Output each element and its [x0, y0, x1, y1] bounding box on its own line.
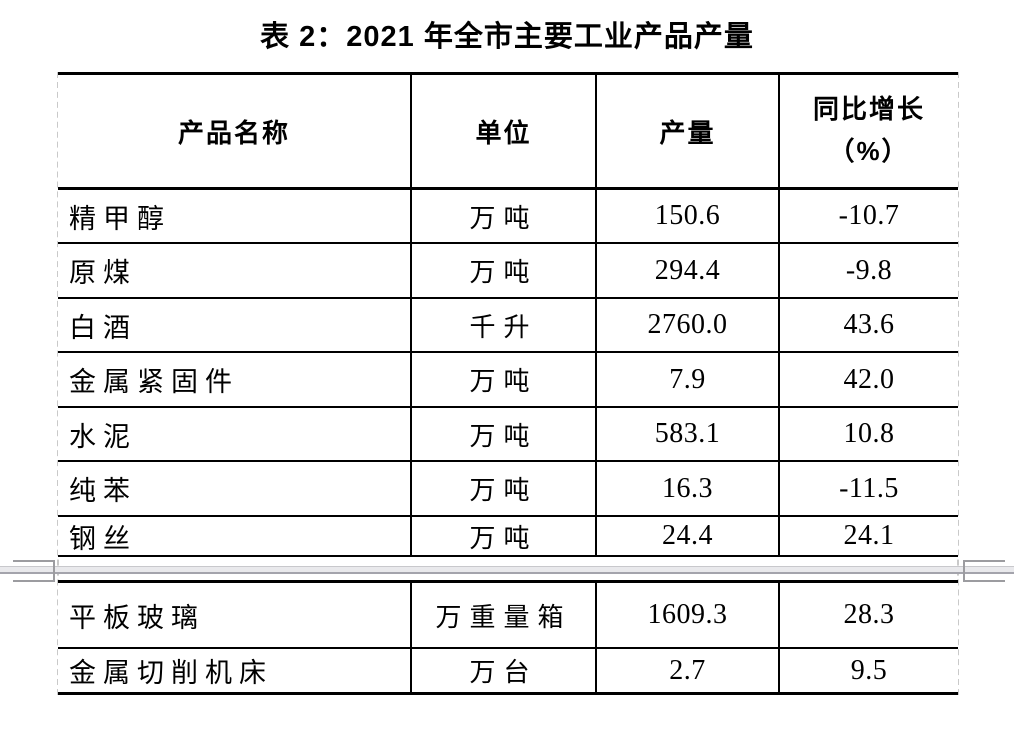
cell-growth: 24.1 — [843, 520, 895, 551]
cell-growth: -10.7 — [838, 200, 900, 231]
cell-growth: 42.0 — [843, 363, 895, 395]
header-output: 产量 — [597, 75, 780, 187]
cell-product-name: 白酒 — [58, 299, 412, 351]
cell-output: 16.3 — [597, 462, 780, 515]
cell-unit: 万吨 — [412, 353, 597, 406]
table-row: 精甲醇 万吨 150.6 -10.7 — [58, 190, 958, 244]
table-row: 金属切削机床 万台 2.7 9.5 — [58, 649, 958, 695]
table-row: 水泥 万吨 583.1 10.8 — [58, 408, 958, 462]
cell-unit: 万吨 — [412, 244, 597, 297]
table-row: 原煤 万吨 294.4 -9.8 — [58, 244, 958, 299]
cell-product-name: 金属切削机床 — [58, 649, 412, 692]
table-right-gridline — [957, 72, 959, 695]
cell-output: 24.4 — [597, 517, 780, 555]
cell-output: 2.7 — [597, 649, 780, 692]
cell-output: 583.1 — [597, 408, 780, 460]
header-growth-line1: 同比增长 — [812, 94, 925, 125]
cell-product-name: 原煤 — [58, 244, 412, 297]
cell-unit: 万吨 — [412, 462, 597, 515]
header-product-name: 产品名称 — [58, 75, 412, 187]
cell-output: 150.6 — [597, 190, 780, 242]
cell-product-name: 纯苯 — [58, 462, 412, 515]
table-row: 纯苯 万吨 16.3 -11.5 — [58, 462, 958, 517]
table-title: 表 2：2021 年全市主要工业产品产量 — [260, 21, 754, 53]
cell-output: 294.4 — [597, 244, 780, 297]
cell-growth: 28.3 — [843, 599, 895, 630]
cell-unit: 千升 — [412, 299, 597, 351]
cell-product-name: 平板玻璃 — [58, 583, 412, 647]
cell-unit: 万吨 — [412, 408, 597, 460]
cell-growth: 10.8 — [843, 418, 895, 449]
cell-product-name: 金属紧固件 — [58, 353, 412, 406]
cell-output: 1609.3 — [597, 583, 780, 647]
header-growth: 同比增长 （%） — [780, 75, 958, 187]
table-header-row: 产品名称 单位 产量 同比增长 （%） — [58, 75, 958, 190]
cell-output: 2760.0 — [597, 299, 780, 351]
cell-unit: 万重量箱 — [412, 583, 597, 647]
header-unit: 单位 — [412, 75, 597, 187]
header-growth-line2: （%） — [828, 136, 910, 166]
page-break-band — [0, 566, 1014, 574]
page-break-marker-right — [963, 560, 1005, 582]
table-row: 金属紧固件 万吨 7.9 42.0 — [58, 353, 958, 408]
cell-unit: 万吨 — [412, 190, 597, 242]
cell-unit: 万吨 — [412, 517, 597, 555]
cell-product-name: 精甲醇 — [58, 190, 412, 242]
cell-growth: -9.8 — [845, 254, 893, 286]
cell-unit: 万台 — [412, 649, 597, 692]
table-row: 钢丝 万吨 24.4 24.1 — [58, 517, 958, 557]
cell-product-name: 钢丝 — [58, 517, 412, 555]
table-row: 白酒 千升 2760.0 43.6 — [58, 299, 958, 353]
table-row: 平板玻璃 万重量箱 1609.3 28.3 — [58, 583, 958, 649]
page-break-marker-left — [13, 560, 55, 582]
cell-growth: -11.5 — [839, 472, 899, 504]
table-page1: 产品名称 单位 产量 同比增长 （%） 精甲醇 万吨 150.6 -10.7 原… — [58, 72, 958, 557]
cell-growth: 43.6 — [843, 309, 895, 340]
cell-growth: 9.5 — [850, 654, 888, 686]
table-page2: 平板玻璃 万重量箱 1609.3 28.3 金属切削机床 万台 2.7 9.5 — [58, 580, 958, 695]
cell-output: 7.9 — [597, 353, 780, 406]
cell-product-name: 水泥 — [58, 408, 412, 460]
